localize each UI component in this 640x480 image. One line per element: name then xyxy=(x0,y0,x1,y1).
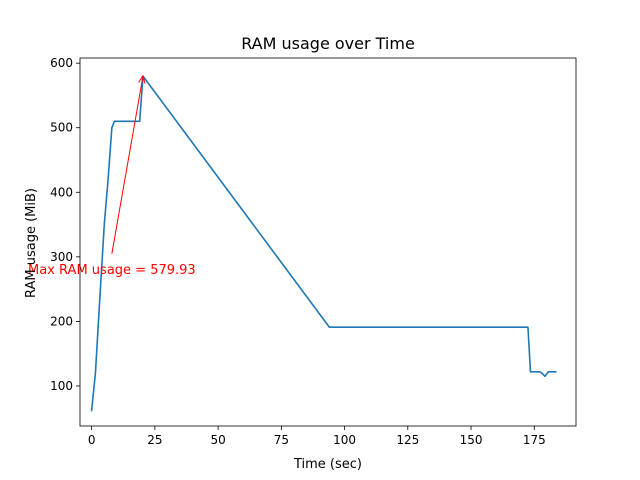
series-line-0 xyxy=(90,75,557,412)
x-axis-label: Time (sec) xyxy=(293,457,362,472)
x-tick-label: 50 xyxy=(210,433,225,447)
x-tick-label: 150 xyxy=(460,433,483,447)
y-tick-label: 400 xyxy=(50,185,73,199)
y-tick-label: 100 xyxy=(50,379,73,393)
plot-area: 0 25 50 75 100 125 150 175 100 200 300 400 500 600 Max… xyxy=(28,56,577,447)
y-tick-label: 300 xyxy=(50,250,73,264)
max-annotation-text: Max RAM usage = 579.93 xyxy=(28,263,196,278)
y-axis-label: RAM usage (MiB) xyxy=(24,188,39,298)
x-tick-label: 125 xyxy=(396,433,419,447)
x-tick-label: 0 xyxy=(88,433,96,447)
x-tick-label: 25 xyxy=(147,433,162,447)
y-tick-label: 200 xyxy=(50,314,73,328)
x-tick-label: 100 xyxy=(333,433,356,447)
axes-frame xyxy=(79,57,577,427)
x-tick-label: 175 xyxy=(523,433,546,447)
y-tick-label: 500 xyxy=(50,121,73,135)
chart-title: RAM usage over Time xyxy=(241,34,415,53)
x-tick-label: 75 xyxy=(274,433,289,447)
max-annotation-arrow xyxy=(111,76,143,254)
y-tick-label: 600 xyxy=(50,56,73,70)
